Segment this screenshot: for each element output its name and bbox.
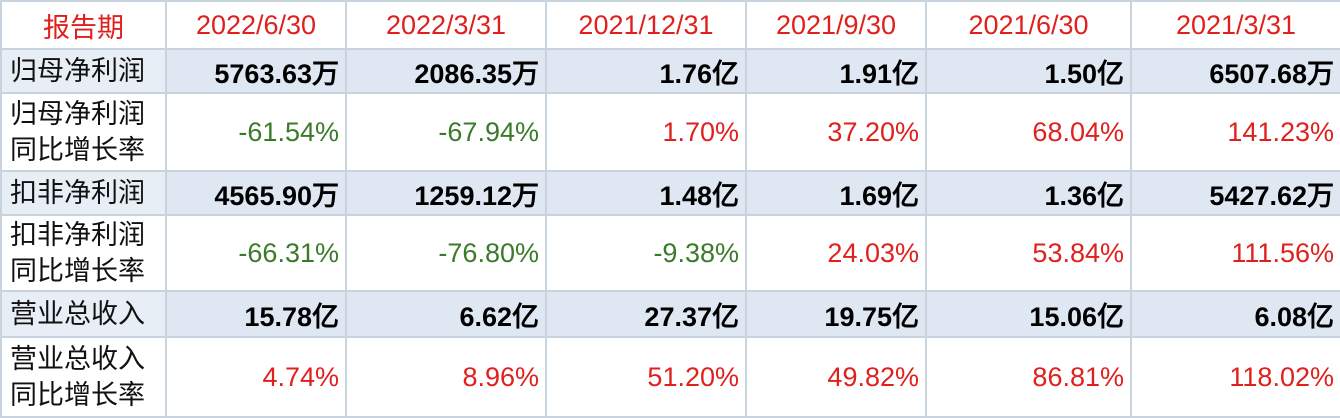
value-cell: 1.50亿 — [925, 48, 1132, 94]
row-label: 归母净利润同比增长率 — [0, 92, 167, 172]
header-cell: 2021/6/30 — [925, 0, 1132, 50]
value-cell: 53.84% — [925, 214, 1132, 292]
header-cell: 2022/6/30 — [165, 0, 347, 50]
value-cell: -9.38% — [545, 214, 747, 292]
value-cell: -67.94% — [345, 92, 547, 172]
value-cell: 86.81% — [925, 336, 1132, 418]
value-cell: 6507.68万 — [1130, 48, 1340, 94]
value-cell: 1.76亿 — [545, 48, 747, 94]
label-line: 同比增长率 — [10, 135, 145, 165]
header-cell: 2021/9/30 — [745, 0, 927, 50]
value-cell: 1.48亿 — [545, 170, 747, 216]
value-cell: 1.70% — [545, 92, 747, 172]
value-cell: -61.54% — [165, 92, 347, 172]
value-cell: 8.96% — [345, 336, 547, 418]
header-cell: 2021/3/31 — [1130, 0, 1340, 50]
label-line: 扣非净利润 — [10, 220, 145, 250]
value-cell: 6.08亿 — [1130, 290, 1340, 338]
value-cell: 68.04% — [925, 92, 1132, 172]
row-label: 营业总收入同比增长率 — [0, 336, 167, 418]
value-cell: 24.03% — [745, 214, 927, 292]
value-cell: 19.75亿 — [745, 290, 927, 338]
data-row: 营业总收入 同比增长率 4.74% 8.96% 51.20% 49.82% 86.81% 11… — [0, 336, 1340, 418]
value-cell: 1259.12万 — [345, 170, 547, 216]
value-cell: -66.31% — [165, 214, 347, 292]
label-line: 营业总收入 — [10, 344, 145, 374]
data-row: 归母净利润 5763.63万 2086.35万 1.76亿 1.91亿 1.50亿 6507… — [0, 48, 1340, 94]
value-cell: 15.06亿 — [925, 290, 1132, 338]
value-cell: 49.82% — [745, 336, 927, 418]
value-cell: 118.02% — [1130, 336, 1340, 418]
label-line: 归母净利润 — [10, 99, 145, 129]
data-row: 营业总收入 15.78亿 6.62亿 27.37亿 19.75亿 15.06亿 6.08亿 — [0, 290, 1340, 338]
value-cell: 15.78亿 — [165, 290, 347, 338]
label-line: 归母净利润 — [10, 56, 145, 86]
label-line: 扣非净利润 — [10, 178, 145, 208]
value-cell: 4.74% — [165, 336, 347, 418]
header-row: 报告期 2022/6/30 2022/3/31 2021/12/31 2021/9/30… — [0, 0, 1340, 50]
value-cell: 51.20% — [545, 336, 747, 418]
row-label: 扣非净利润同比增长率 — [0, 214, 167, 292]
value-cell: 1.69亿 — [745, 170, 927, 216]
data-row: 扣非净利润 同比增长率 -66.31% -76.80% -9.38% 24.03% 53.8… — [0, 214, 1340, 292]
label-line: 营业总收入 — [10, 299, 145, 329]
label-line: 同比增长率 — [10, 256, 145, 286]
value-cell: 1.91亿 — [745, 48, 927, 94]
value-cell: -76.80% — [345, 214, 547, 292]
value-cell: 6.62亿 — [345, 290, 547, 338]
data-row: 扣非净利润 4565.90万 1259.12万 1.48亿 1.69亿 1.36亿 5427… — [0, 170, 1340, 216]
value-cell: 111.56% — [1130, 214, 1340, 292]
value-cell: 5763.63万 — [165, 48, 347, 94]
row-label: 归母净利润 — [0, 48, 167, 94]
value-cell: 37.20% — [745, 92, 927, 172]
value-cell: 5427.62万 — [1130, 170, 1340, 216]
row-label: 营业总收入 — [0, 290, 167, 338]
label-line: 同比增长率 — [10, 380, 145, 410]
value-cell: 27.37亿 — [545, 290, 747, 338]
header-cell: 2021/12/31 — [545, 0, 747, 50]
data-row: 归母净利润 同比增长率 -61.54% -67.94% 1.70% 37.20% 68.04… — [0, 92, 1340, 172]
header-cell: 报告期 — [0, 0, 167, 50]
value-cell: 1.36亿 — [925, 170, 1132, 216]
row-label: 扣非净利润 — [0, 170, 167, 216]
value-cell: 2086.35万 — [345, 48, 547, 94]
value-cell: 141.23% — [1130, 92, 1340, 172]
value-cell: 4565.90万 — [165, 170, 347, 216]
header-cell: 2022/3/31 — [345, 0, 547, 50]
